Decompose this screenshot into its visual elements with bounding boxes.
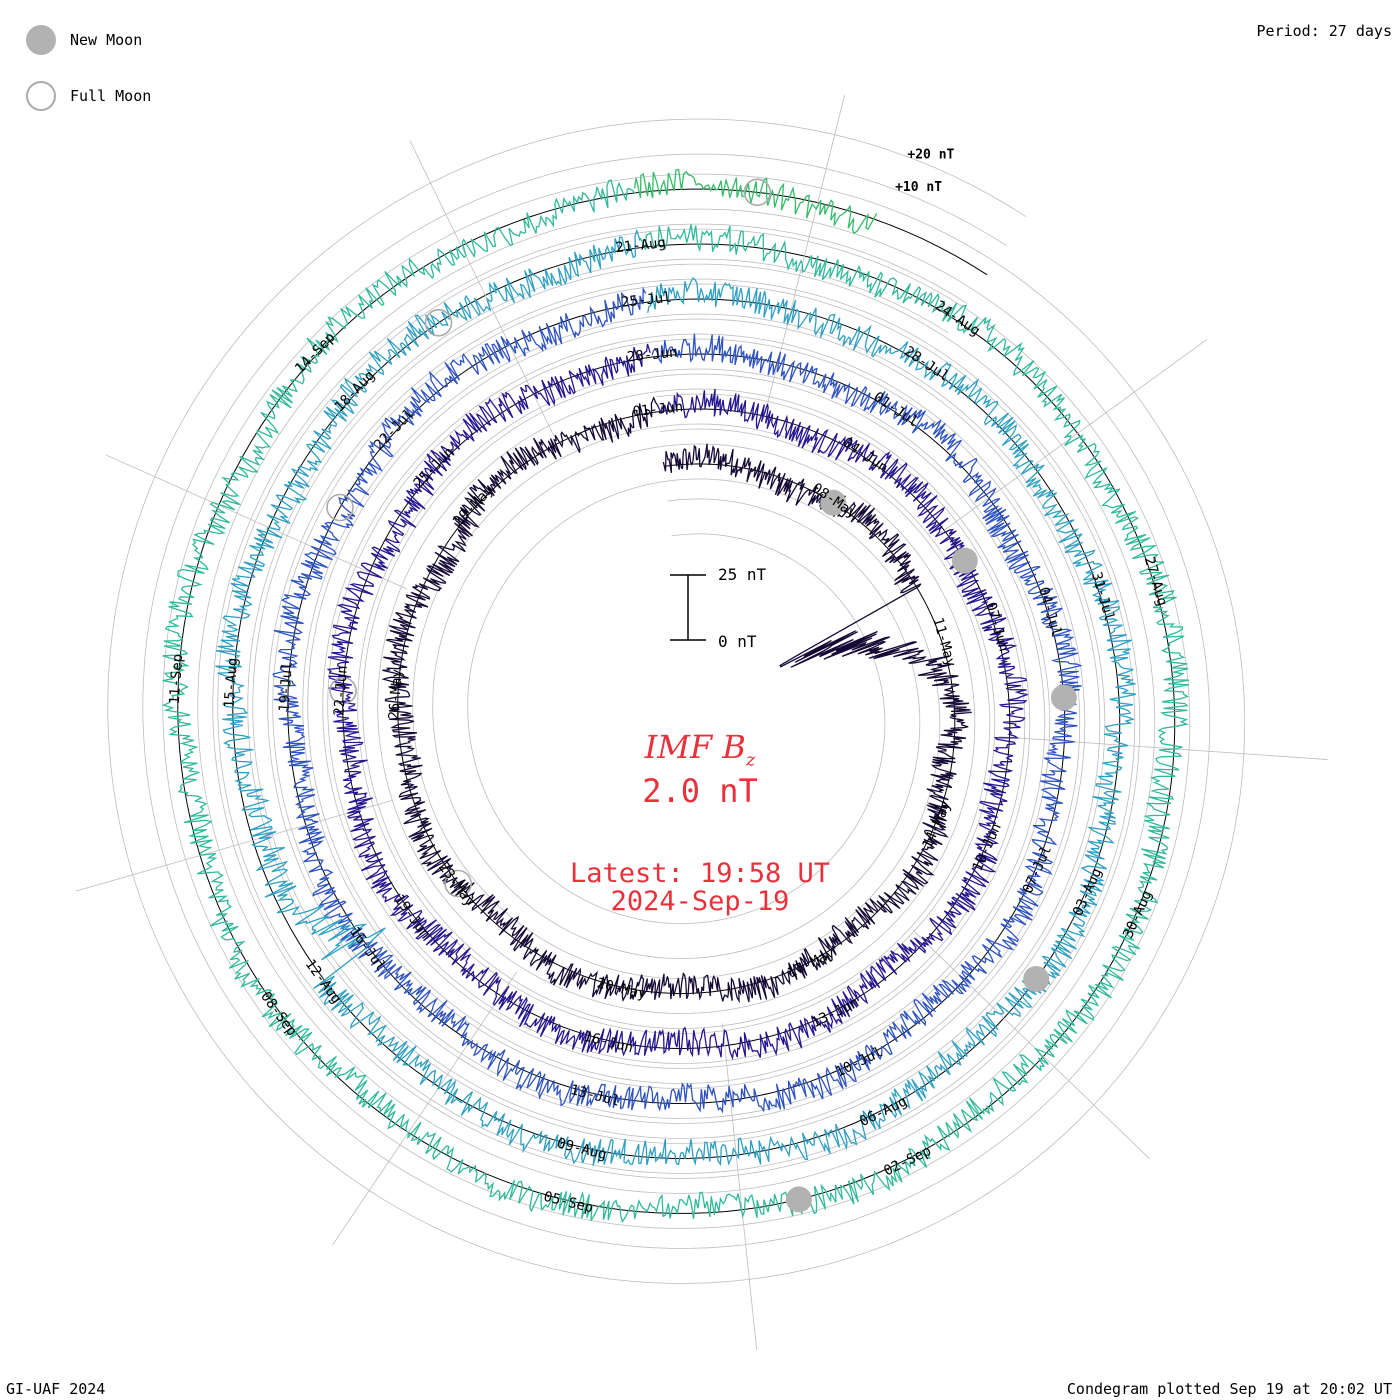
grid-ring — [307, 321, 1046, 1084]
legend-label-new-moon: New Moon — [70, 31, 143, 49]
date-tick-label: 31-Jul — [1088, 570, 1117, 623]
current-value: 2.0 nT — [642, 772, 758, 810]
date-tick-label: 06-Aug — [857, 1094, 909, 1131]
latest-time: Latest: 19:58 UT — [569, 858, 831, 889]
data-traces — [161, 168, 1190, 1224]
legend-label-full-moon: Full Moon — [70, 87, 152, 105]
new-moon-marker — [1050, 684, 1077, 711]
grid-ring — [627, 118, 1027, 218]
date-tick-label: 28-Jun — [626, 344, 678, 365]
bz-trace-turn — [272, 286, 1083, 1114]
new-moon-icon — [26, 25, 56, 55]
chart-title-sub: z — [745, 749, 756, 771]
date-tick-label: 18-Aug — [332, 368, 379, 415]
baseline-ring — [397, 411, 956, 995]
date-tick-label: 25-Jun — [411, 444, 458, 491]
date-tick-label: 10-Jul — [833, 1044, 885, 1081]
full-moon-marker — [444, 869, 472, 898]
chart-title: IMF Bz — [0, 728, 1400, 770]
legend-row-full-moon: Full Moon — [26, 68, 151, 124]
radial-spoke — [409, 140, 555, 437]
radial-spoke — [106, 454, 407, 590]
date-tick-label: 16-Jul — [346, 924, 389, 974]
date-tick-label: 27-Aug — [1141, 555, 1170, 608]
grid-ring — [327, 341, 1026, 1064]
date-tick-labels: 08-May11-May14-May17-May20-May23-May26-M… — [167, 235, 1170, 1216]
radial-spokes — [75, 94, 1328, 1351]
radial-spoke — [912, 930, 1150, 1160]
grid-ring — [362, 376, 991, 1029]
bz-trace-turn — [633, 168, 878, 235]
scale-bar: 25 nT 0 nT — [670, 565, 767, 651]
radial-spoke — [764, 94, 845, 415]
ring-scale-label: +20 nT — [907, 148, 954, 163]
period-label: Period: 27 days — [1256, 22, 1392, 40]
credit-label: GI-UAF 2024 — [6, 1380, 106, 1398]
date-tick-label: 04-Jul — [1035, 585, 1064, 638]
date-tick-label: 26-May — [386, 669, 405, 721]
grid-ring — [252, 267, 1101, 1139]
full-moon-marker — [743, 178, 772, 207]
date-tick-label: 08-Sep — [257, 989, 300, 1039]
latest-date: 2024-Sep-19 — [610, 886, 790, 917]
grid-ring — [432, 446, 921, 960]
full-moon-marker — [326, 493, 354, 522]
radial-spoke — [940, 339, 1208, 534]
grid-ring — [162, 177, 1191, 1229]
moon-markers — [326, 178, 1077, 1213]
new-moon-marker — [1023, 966, 1050, 992]
date-tick-label: 13-Jun — [809, 995, 861, 1032]
date-tick-label: 12-Aug — [302, 957, 345, 1007]
chart-title-main: IMF B — [644, 728, 746, 766]
radial-spoke — [332, 971, 517, 1246]
full-moon-icon — [26, 81, 56, 111]
date-tick-label: 14-Sep — [292, 329, 339, 376]
grid-ring — [467, 480, 886, 925]
moon-legend: New Moon Full Moon — [26, 12, 151, 124]
date-tick-label: 22-Jul — [371, 406, 418, 453]
full-moon-marker — [329, 676, 357, 705]
scale-bar-high-label: 25 nT — [718, 565, 767, 584]
date-tick-label: 17-May — [785, 945, 837, 982]
grid-ring — [377, 391, 976, 1014]
date-tick-label: 19-Jul — [276, 661, 295, 713]
radial-spoke — [999, 736, 1328, 760]
plotted-timestamp: Condegram plotted Sep 19 at 20:02 UT — [1066, 1380, 1392, 1398]
date-tick-label: 15-Aug — [222, 657, 241, 709]
grid-ring — [217, 232, 1136, 1174]
bz-trace-turn — [326, 343, 1028, 1061]
new-moon-marker — [820, 489, 847, 516]
date-tick-label: 01-Jun — [632, 399, 684, 420]
bz-trace-turn — [161, 179, 1190, 1224]
scale-bar-low-label: 0 nT — [718, 632, 757, 651]
new-moon-marker — [785, 1186, 812, 1213]
grid-ring — [357, 371, 996, 1034]
date-tick-label: 22-Jun — [331, 665, 350, 717]
date-tick-label: 25-Jul — [620, 290, 672, 311]
date-tick-label: 11-Sep — [167, 653, 186, 705]
radial-spoke — [75, 800, 393, 892]
full-moon-marker — [424, 308, 453, 337]
ring-scale-label: +10 nT — [895, 180, 942, 195]
bz-trace-turn — [215, 228, 1137, 1167]
date-tick-label: 02-Sep — [881, 1143, 933, 1180]
bz-trace-turn — [381, 396, 972, 1004]
date-tick-label: 21-Aug — [615, 235, 667, 256]
legend-row-new-moon: New Moon — [26, 12, 151, 68]
grid-ring — [631, 153, 1007, 247]
radial-spoke — [722, 1023, 758, 1351]
new-moon-marker — [951, 547, 978, 574]
grid-ring — [412, 426, 941, 980]
ring-scale-labels: +10 nT +20 nT — [895, 148, 954, 196]
